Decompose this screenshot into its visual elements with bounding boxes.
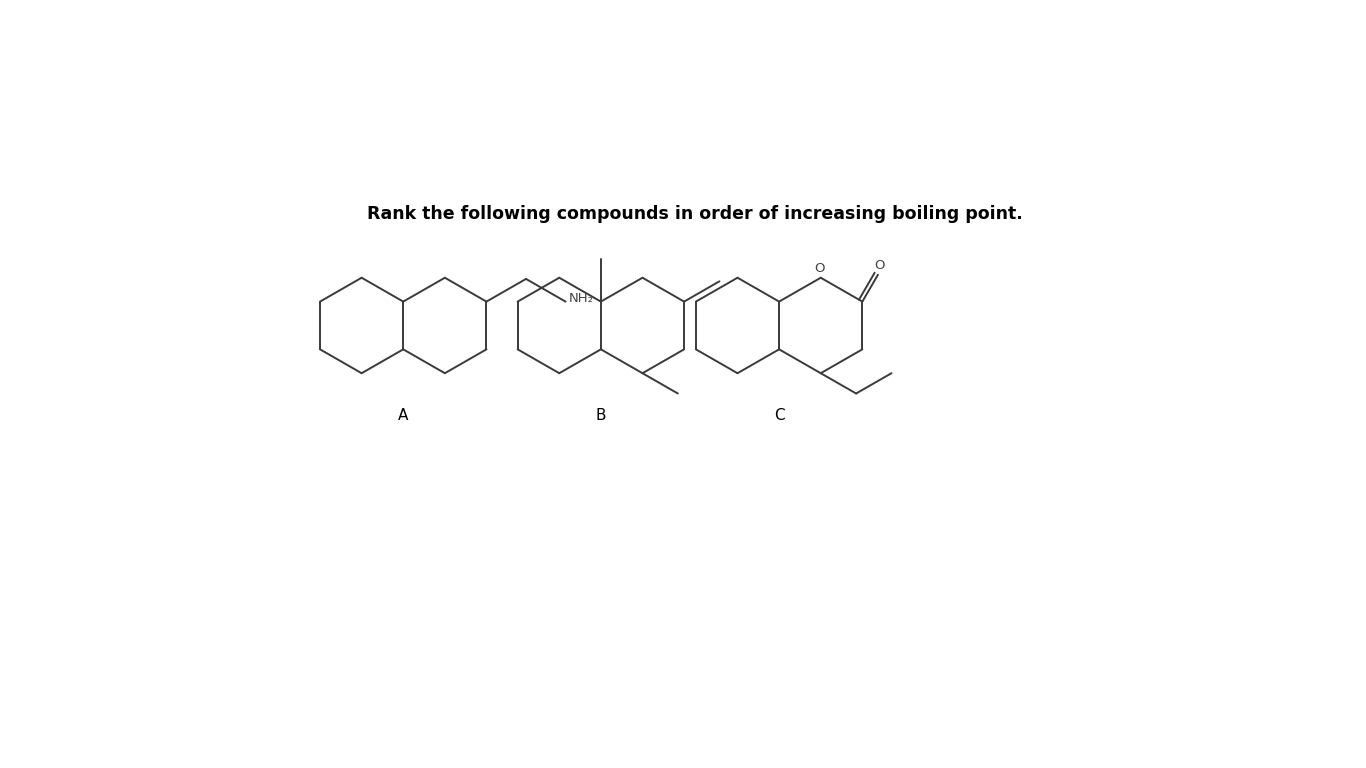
Text: O: O (874, 259, 885, 272)
Text: C: C (773, 408, 784, 423)
Text: A: A (398, 408, 408, 423)
Text: Rank the following compounds in order of increasing boiling point.: Rank the following compounds in order of… (366, 204, 1022, 223)
Text: O: O (814, 262, 825, 275)
Text: NH₂: NH₂ (568, 292, 594, 305)
Text: B: B (596, 408, 607, 423)
